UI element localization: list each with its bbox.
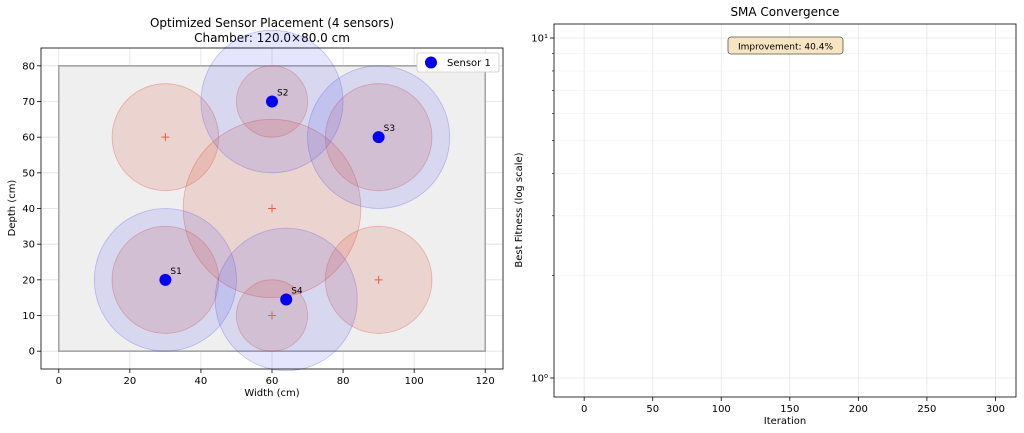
legend-label-sensor: Sensor 1 [447,58,491,69]
improvement-annotation: Improvement: 40.4% [727,36,844,55]
left-x-tick-label: 60 [266,376,279,387]
sensor-point [266,95,278,108]
left-y-tick-label: 60 [22,133,35,144]
sensor-label: S2 [277,89,288,99]
sensor-point [372,131,385,144]
left-y-tick-label: 20 [22,275,35,286]
left-y-tick-label: 80 [22,61,35,72]
right-x-tick-label: 0 [581,404,587,415]
right-x-tick-label: 300 [986,404,1005,415]
sensor-label: S4 [291,286,303,296]
sensor-label: S1 [170,267,181,277]
annotation-box [727,36,844,55]
right-y-tick-label: 10¹ [531,34,548,45]
right-x-tick-label: 50 [646,404,659,415]
left-y-tick-label: 10 [22,311,35,322]
left-y-tick-label: 30 [22,240,35,251]
left-x-tick-label: 40 [195,376,208,387]
right-x-tick-label: 200 [849,404,868,415]
right-x-tick-label: 250 [917,404,936,415]
left-y-tick-label: 40 [22,204,35,215]
left-x-tick-label: 80 [337,376,350,387]
left-y-tick-label: 70 [22,97,35,108]
left-plot-area: 0 20 40 60 80 100 120 0 10 20 30 40 50 60 70 80 S1 S2 S3 S4 [22,29,503,387]
left-y-tick-label: 50 [22,168,35,179]
right-y-axis-label: Best Fitness (log scale) [514,152,525,267]
sensor-label: S3 [384,124,395,134]
target-marker [161,133,170,142]
left-x-axis-label: Width (cm) [244,388,299,399]
left-y-axis-label: Depth (cm) [7,180,18,237]
target-marker [268,311,276,320]
left-chart-title: Optimized Sensor Placement (4 sensors) [150,16,394,30]
left-x-tick-label: 20 [123,376,136,387]
right-axes-frame [553,23,1017,398]
right-x-tick-label: 100 [712,404,731,415]
target-marker [268,204,276,213]
left-axes-frame [40,47,504,370]
right-y-tick-label: 10⁰ [531,374,548,385]
target-marker [374,275,383,284]
left-y-tick-label: 0 [29,347,35,358]
left-x-tick-label: 0 [56,376,62,387]
sensor-point [159,273,172,286]
right-plot-area: 0 50 100 150 200 250 300 10⁰ 10¹ [531,24,1016,415]
left-chart-subtitle: Chamber: 120.0×80.0 cm [194,31,350,45]
legend-sensor-marker [425,56,437,69]
left-x-tick-label: 100 [405,376,424,387]
sensor-point [280,293,293,306]
right-x-axis-label: Iteration [764,416,806,427]
right-chart-title: SMA Convergence [730,5,839,19]
left-x-tick-label: 120 [476,376,495,387]
right-x-tick-label: 150 [780,404,799,415]
legend-box [416,52,500,73]
legend: Sensor 1 [416,52,500,73]
annotation-text: Improvement: 40.4% [738,43,833,53]
